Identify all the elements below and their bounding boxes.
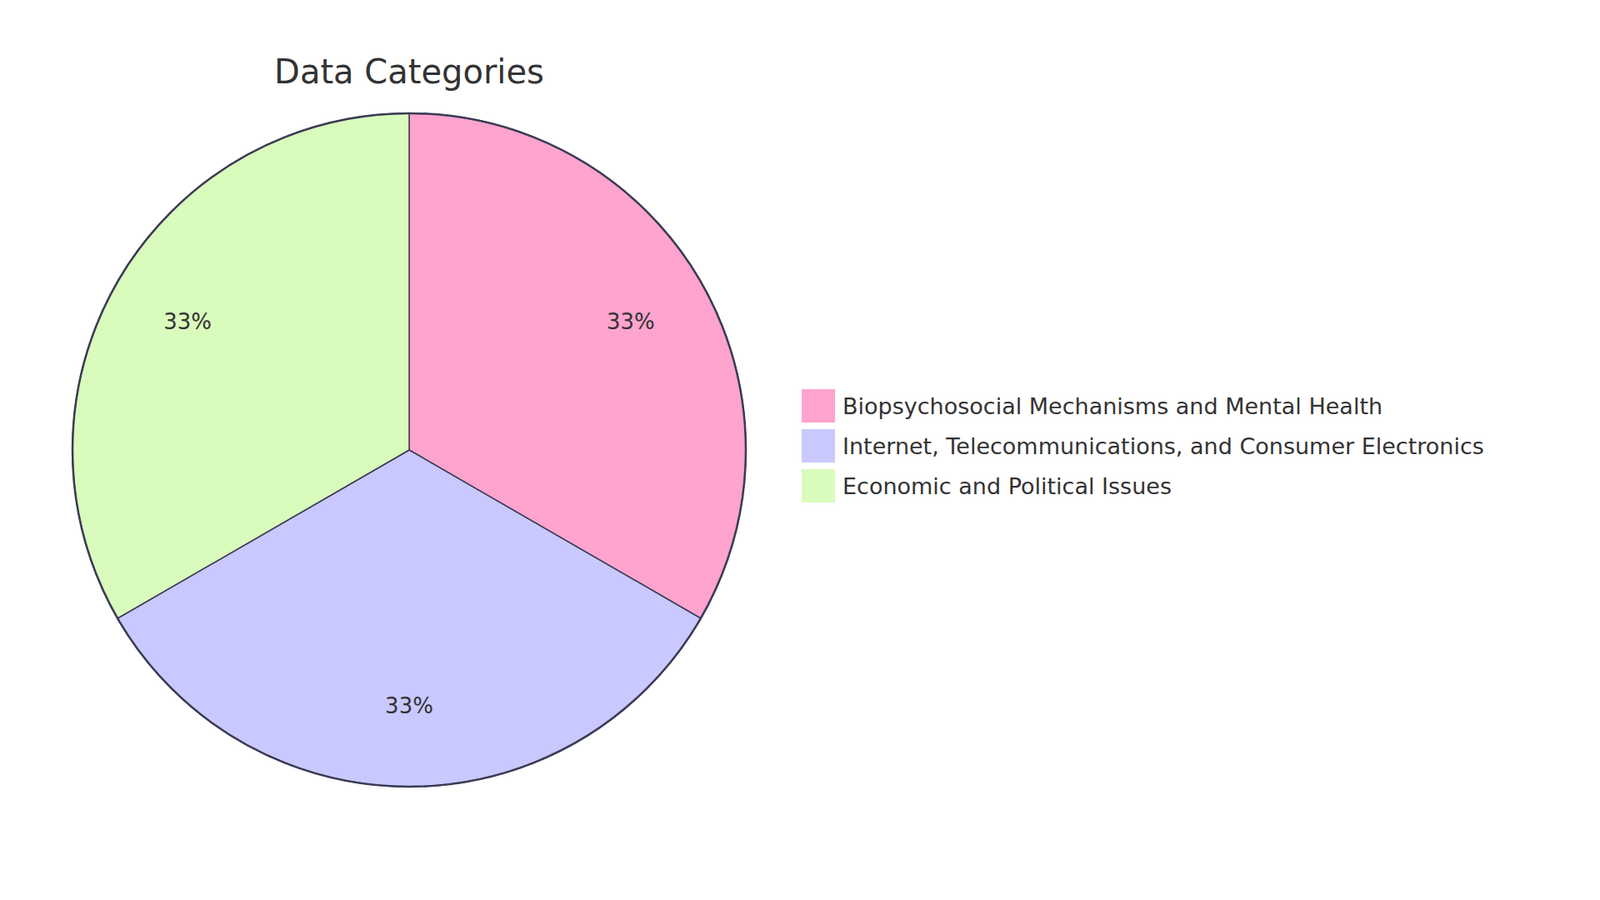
title: Data Categories bbox=[274, 52, 545, 91]
legend-label: Economic and Political Issues bbox=[842, 473, 1172, 500]
chart: Data Categories 33% 33% 33% Biopsychosocial … bbox=[0, 0, 1600, 900]
slices bbox=[72, 113, 746, 787]
data-label: 33% bbox=[606, 309, 655, 335]
legend-swatch bbox=[801, 429, 835, 463]
data-label: 33% bbox=[163, 309, 212, 335]
legend: Biopsychosocial Mechanisms and Mental He… bbox=[801, 389, 1485, 503]
pie-outline bbox=[72, 113, 746, 787]
data-labels: 33% 33% 33% bbox=[163, 309, 655, 719]
legend-label: Biopsychosocial Mechanisms and Mental He… bbox=[842, 393, 1383, 420]
legend-label: Internet, Telecommunications, and Consum… bbox=[842, 433, 1485, 460]
legend-swatch bbox=[801, 469, 835, 503]
legend-swatch bbox=[801, 389, 835, 423]
data-label: 33% bbox=[385, 693, 434, 719]
slice bbox=[72, 113, 410, 619]
